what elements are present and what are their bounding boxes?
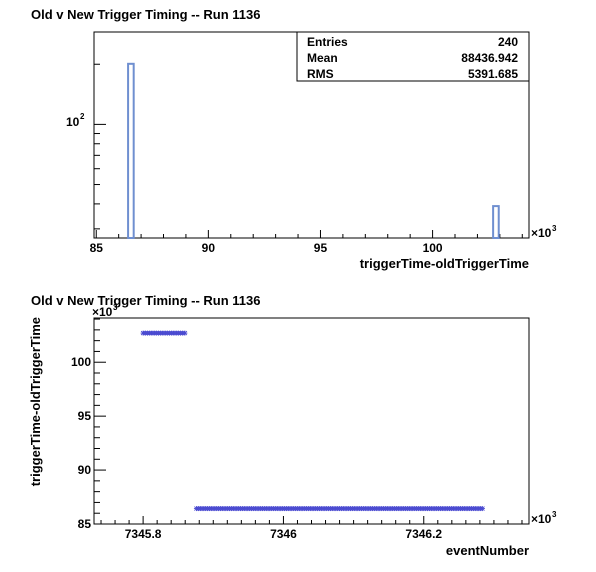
chart2-y-exponent-power: 3 [113, 303, 118, 312]
chart1-title: Old v New Trigger Timing -- Run 1136 [31, 7, 261, 22]
chart2-title: Old v New Trigger Timing -- Run 1136 [31, 293, 261, 308]
stats-mean-value: 88436.942 [461, 51, 518, 65]
y-tick-label: 85 [78, 517, 92, 531]
x-tick-label: 7346 [270, 527, 297, 541]
chart2-y-exponent: ×10 [92, 305, 113, 319]
x-tick-label: 100 [423, 241, 443, 255]
chart1-x-label: triggerTime-oldTriggerTime [360, 256, 529, 271]
chart2-frame [93, 317, 530, 525]
stats-rms-label: RMS [307, 67, 334, 81]
scatter-point [479, 506, 485, 512]
histogram-bar [127, 62, 135, 239]
stats-entries-value: 240 [498, 35, 518, 49]
x-tick-label: 7346.2 [405, 527, 442, 541]
chart2-x-label: eventNumber [446, 543, 529, 558]
x-tick-label: 85 [90, 241, 104, 255]
stats-rms-value: 5391.685 [468, 67, 518, 81]
scatter-point [182, 330, 188, 336]
chart1-y-tick-power: 2 [80, 112, 85, 121]
histogram-bar [492, 205, 500, 240]
stats-entries-label: Entries [307, 35, 348, 49]
chart1-y-tick-base: 10 [66, 115, 80, 129]
chart1-x-exponent: ×10 [531, 226, 552, 240]
x-tick-label: 7345.8 [125, 527, 162, 541]
x-tick-label: 95 [314, 241, 328, 255]
chart2-x-exponent-power: 3 [552, 510, 557, 519]
chart2-axes: 7345.8 7346 7346.2 85 90 95 100 [71, 318, 523, 541]
stats-box [296, 31, 530, 82]
stats-mean-label: Mean [307, 51, 338, 65]
chart1-x-axis: 85 90 95 100 [90, 63, 523, 255]
chart1-x-exponent-power: 3 [552, 224, 557, 233]
y-tick-label: 90 [78, 463, 92, 477]
y-tick-label: 100 [71, 355, 91, 369]
chart2-x-exponent: ×10 [531, 512, 552, 526]
chart2-markers [140, 330, 485, 512]
y-tick-label: 95 [78, 409, 92, 423]
chart2-y-label: triggerTime-oldTriggerTime [28, 317, 43, 486]
x-tick-label: 90 [202, 241, 216, 255]
chart1-bars [127, 62, 500, 240]
